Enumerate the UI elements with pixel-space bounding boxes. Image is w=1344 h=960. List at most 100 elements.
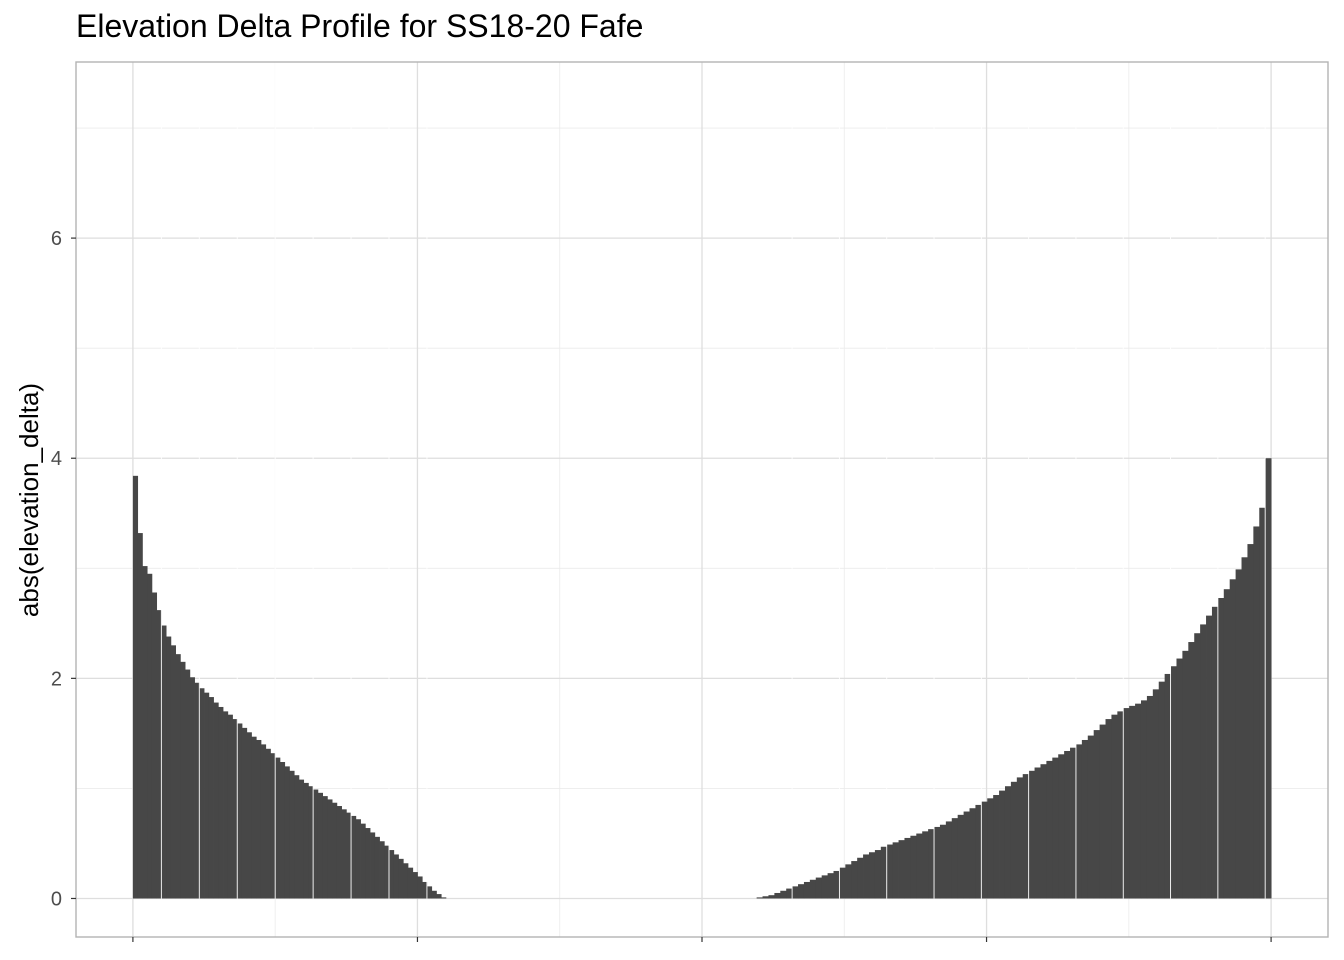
bar xyxy=(166,636,172,899)
bar xyxy=(756,897,763,899)
bar xyxy=(441,897,447,899)
bar xyxy=(892,842,899,899)
bar xyxy=(132,475,139,899)
bar xyxy=(170,645,176,899)
bar xyxy=(1070,747,1077,899)
bar xyxy=(1235,569,1242,899)
bar xyxy=(204,692,210,899)
bar xyxy=(398,858,404,899)
bar xyxy=(1170,666,1177,899)
bar xyxy=(1140,700,1148,899)
bar xyxy=(798,884,805,899)
bar xyxy=(904,837,911,899)
bar xyxy=(213,702,219,899)
bar xyxy=(260,744,267,899)
bar xyxy=(821,875,828,899)
bar xyxy=(360,823,366,899)
bar xyxy=(1064,750,1071,899)
bar xyxy=(1093,730,1101,899)
bar xyxy=(1034,767,1041,899)
bar xyxy=(916,833,923,899)
bar xyxy=(1152,689,1160,899)
bar xyxy=(1146,695,1154,899)
bar xyxy=(1016,777,1024,899)
bar xyxy=(934,826,941,899)
bar xyxy=(809,879,817,899)
bar xyxy=(1123,708,1130,899)
bar xyxy=(1265,458,1272,899)
bar xyxy=(431,890,437,899)
bar xyxy=(327,799,333,899)
bar xyxy=(189,677,195,899)
bar xyxy=(422,881,428,899)
bar xyxy=(194,682,200,899)
bar xyxy=(1075,744,1083,899)
y-axis-title: abs(elevation_delta) xyxy=(14,383,44,617)
y-tick-label: 4 xyxy=(51,448,62,470)
bar xyxy=(1081,739,1089,899)
bar xyxy=(1188,642,1195,899)
chart-title: Elevation Delta Profile for SS18-20 Fafe xyxy=(76,8,644,44)
bar xyxy=(1105,719,1112,899)
bar xyxy=(270,753,276,899)
bar xyxy=(786,888,793,899)
bar xyxy=(426,886,433,899)
bar xyxy=(1200,624,1207,899)
bar xyxy=(317,792,324,899)
bar xyxy=(957,814,964,899)
bar xyxy=(379,841,385,899)
bar xyxy=(275,757,281,899)
bar xyxy=(1241,557,1248,899)
bar xyxy=(156,610,162,899)
bar xyxy=(1022,774,1030,899)
bar xyxy=(975,804,982,899)
bar xyxy=(436,894,442,899)
y-axis-ticks: 0 2 4 6 xyxy=(51,228,76,910)
bar xyxy=(987,798,994,899)
bar xyxy=(298,779,305,899)
y-tick-label: 6 xyxy=(51,228,62,250)
bar xyxy=(137,533,143,899)
bar xyxy=(223,711,229,899)
bar xyxy=(384,845,390,899)
bar xyxy=(1117,711,1124,899)
bar xyxy=(1028,770,1035,899)
bar xyxy=(803,881,811,899)
bar xyxy=(346,812,352,899)
bar xyxy=(898,840,905,899)
bar xyxy=(762,896,769,899)
bar xyxy=(1099,724,1106,899)
bar xyxy=(403,863,409,899)
bar xyxy=(284,766,290,899)
bar xyxy=(1217,598,1225,899)
bar xyxy=(279,762,286,899)
bar xyxy=(845,864,852,899)
bar xyxy=(355,819,361,899)
bar xyxy=(185,669,191,899)
bar xyxy=(374,836,380,899)
bar xyxy=(792,886,799,899)
bar xyxy=(886,844,894,899)
bars xyxy=(132,62,1272,899)
bar xyxy=(768,895,775,899)
y-tick-label: 0 xyxy=(51,888,62,910)
bar xyxy=(313,789,319,899)
bar xyxy=(407,867,414,899)
bar xyxy=(969,808,976,899)
bar xyxy=(389,850,395,899)
bar xyxy=(928,829,935,899)
x-axis-ticks xyxy=(132,937,1272,942)
bar xyxy=(833,870,840,899)
bar xyxy=(1182,650,1189,899)
bar xyxy=(412,872,418,899)
bar xyxy=(880,846,888,899)
bar xyxy=(246,732,252,899)
bar xyxy=(332,802,338,899)
bar xyxy=(1223,589,1231,899)
bar xyxy=(1211,606,1219,899)
bar xyxy=(1058,754,1065,899)
bar xyxy=(161,625,167,899)
bar xyxy=(910,835,917,899)
bar xyxy=(780,890,787,899)
